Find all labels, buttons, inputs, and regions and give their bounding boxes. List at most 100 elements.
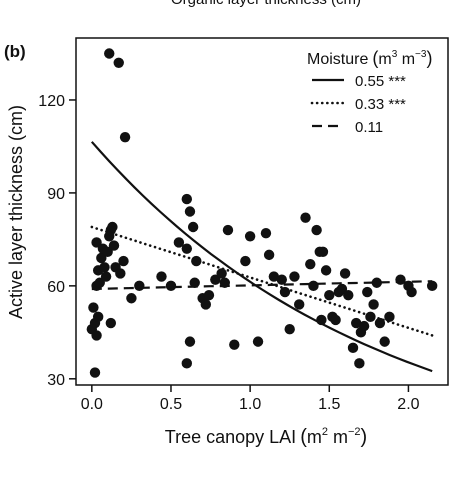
ticks: 0.0 0.5 1.0 1.5 2.0 30 60 90 120 [38, 93, 419, 413]
data-point [406, 286, 417, 298]
data-point [320, 265, 332, 276]
data-point [107, 221, 118, 233]
data-point [119, 131, 131, 143]
data-point [294, 299, 305, 310]
legend-entry-2: 0.11 [355, 119, 383, 136]
legend-title: Moisture (m3 m−3) [307, 48, 432, 68]
data-point [379, 336, 390, 347]
legend-unit-exp1: 3 [392, 49, 398, 60]
data-point [216, 268, 227, 279]
x-axis-unit-base1: m [307, 427, 322, 447]
data-point [113, 57, 124, 68]
y-tick-label: 60 [47, 279, 65, 296]
data-point [354, 358, 365, 369]
data-point [339, 268, 351, 279]
data-point [324, 289, 335, 301]
data-point [200, 299, 212, 310]
fit-line-solid [90, 141, 433, 373]
legend-unit-base1: m [378, 51, 391, 68]
data-point [173, 237, 185, 248]
data-point [252, 336, 264, 347]
x-axis-unit-exp1: 2 [322, 426, 328, 438]
data-point [229, 339, 240, 350]
data-point [88, 302, 99, 313]
fit-line-dashed [91, 280, 433, 291]
data-point [284, 324, 295, 335]
data-point [374, 317, 386, 329]
y-tick-label: 30 [47, 372, 65, 389]
legend-title-text: Moisture [307, 51, 368, 68]
data-point [343, 289, 354, 301]
x-axis-unit-base2: m [328, 427, 348, 447]
data-point [105, 317, 117, 329]
legend-entry-1: 0.33 *** [355, 96, 406, 113]
x-axis-label: Tree canopy LAI (m2 m−2) [165, 426, 367, 448]
data-point [268, 271, 280, 282]
data-point [330, 314, 341, 326]
data-point [305, 258, 316, 270]
data-point [263, 249, 275, 261]
data-point [371, 277, 382, 288]
data-point [184, 206, 196, 217]
data-point [89, 367, 101, 378]
legend: Moisture (m3 m−3) 0.55 *** 0.33 *** 0.11 [307, 48, 432, 136]
x-tick-label: 1.5 [318, 396, 340, 413]
data-points [86, 48, 438, 378]
data-point [100, 271, 112, 282]
data-point [316, 314, 327, 326]
data-point [362, 286, 373, 298]
data-point [276, 274, 287, 285]
data-point [347, 342, 359, 354]
data-point [187, 221, 199, 233]
x-tick-label: 1.0 [239, 396, 261, 413]
x-tick-label: 2.0 [397, 396, 419, 413]
data-point [181, 358, 193, 369]
data-point [181, 193, 193, 205]
data-point [189, 277, 200, 288]
data-point [368, 299, 379, 310]
x-axis-label-text: Tree canopy LAI [165, 427, 296, 447]
legend-unit-close: ) [426, 48, 432, 68]
y-tick-label: 90 [47, 186, 65, 203]
data-point [279, 286, 291, 298]
panel-label: (b) [4, 42, 26, 61]
legend-entry-0: 0.55 *** [355, 73, 406, 90]
data-point [311, 224, 322, 236]
data-point [181, 243, 193, 254]
y-tick-label: 120 [38, 93, 65, 110]
data-point [308, 280, 319, 292]
data-point [358, 320, 370, 332]
x-tick-label: 0.5 [160, 396, 182, 413]
legend-unit-open: ( [372, 48, 378, 68]
data-point [165, 280, 177, 292]
plot-frame [75, 37, 449, 386]
x-axis-unit-close: ) [361, 426, 368, 448]
data-point [134, 280, 145, 292]
legend-unit-base2: m [397, 51, 415, 68]
data-point [244, 231, 256, 242]
data-point [156, 271, 167, 282]
data-point [426, 280, 438, 292]
data-point [184, 336, 196, 347]
x-axis-unit-exp2: −2 [348, 426, 361, 438]
x-axis-unit-open: ( [300, 426, 307, 448]
data-point [104, 48, 115, 59]
data-point [115, 268, 126, 279]
data-point [384, 311, 395, 323]
data-point [289, 271, 300, 282]
data-point [395, 274, 406, 285]
data-point [126, 293, 137, 304]
y-axis-label: Active layer thickness (cm) [6, 105, 26, 319]
data-point [91, 330, 102, 341]
data-point [240, 255, 251, 267]
data-point [191, 255, 202, 267]
x-tick-label: 0.0 [81, 396, 103, 413]
data-point [350, 317, 362, 329]
data-point [92, 311, 104, 323]
data-point [99, 262, 110, 273]
data-point [300, 212, 311, 223]
data-point [203, 289, 215, 301]
cropped-top-label: Organic layer thickness (cm) [171, 0, 361, 8]
